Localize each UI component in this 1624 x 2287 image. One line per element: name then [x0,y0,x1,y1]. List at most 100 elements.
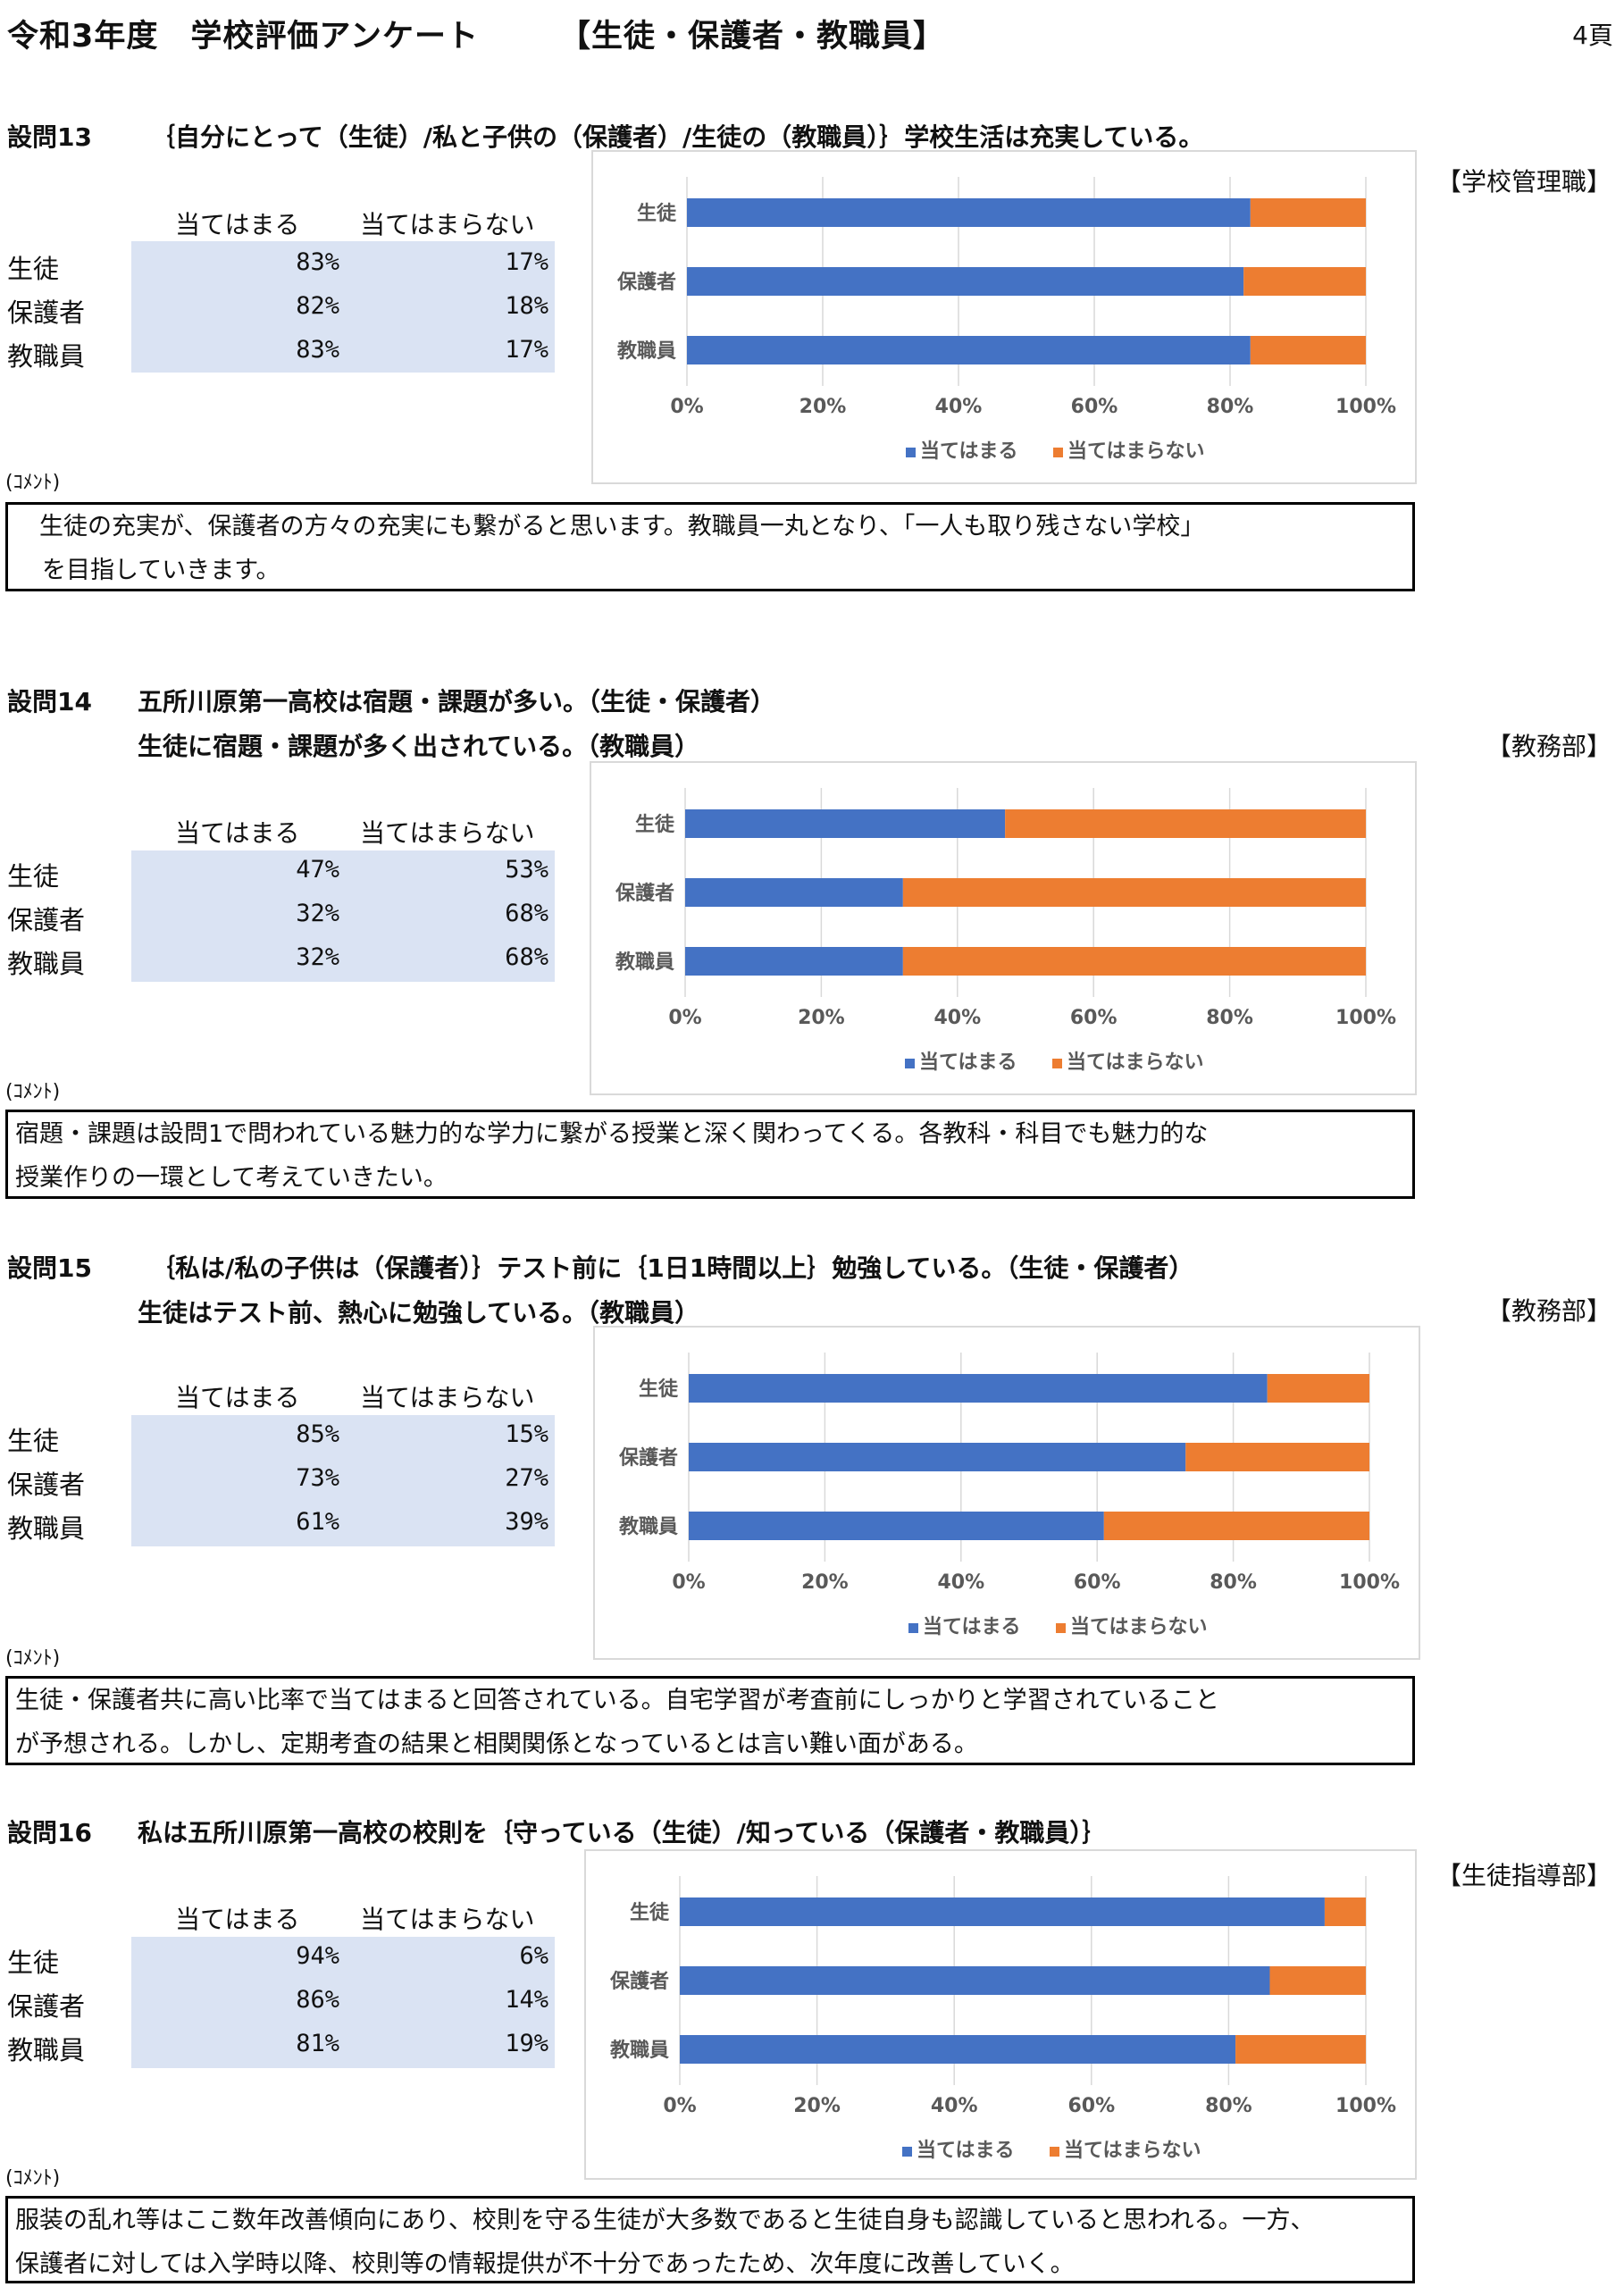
x-tick-label: 60% [1071,396,1118,418]
question-text: 生徒はテスト前、熱心に勉強している。（教職員） [138,1298,700,1328]
bar-yes [689,1512,1104,1540]
x-tick-label: 0% [663,2095,696,2117]
yes-value: 32% [296,900,339,927]
row-label: 生徒 [7,861,60,892]
x-tick-label: 60% [1067,2095,1115,2117]
bar-chart-q15: 0% 20% 40% 60% 80% 100% 生徒 保護者 教職員 当てはまる 当てはまらない [593,1326,1420,1660]
table-row: 保護者 73% 27% [0,1459,563,1503]
question-text: 五所川原第一高校は宿題・課題が多い。（生徒・保護者） [138,687,776,716]
table-row: 生徒 94% 6% [0,1937,563,1981]
table-header-yes: 当てはまる [175,1383,300,1412]
x-tick-label: 100% [1339,1571,1400,1594]
table-header-no: 当てはまらない [360,210,535,239]
row-label: 教職員 [7,949,86,979]
no-value: 68% [505,900,548,927]
yes-value: 83% [296,336,339,364]
x-tick-label: 40% [933,1007,981,1029]
yes-value: 47% [296,856,339,884]
legend-swatch-yes [902,2147,912,2157]
table-row: 生徒 83% 17% [0,243,563,287]
department-label: 【教務部】 [1486,732,1611,761]
x-tick-label: 100% [1335,2095,1396,2117]
table-header-yes: 当てはまる [175,210,300,239]
legend-label-yes: 当てはまる [917,2140,1015,2162]
x-tick-label: 80% [1205,2095,1252,2117]
table-header-no: 当てはまらない [360,1905,535,1934]
comment-label: (ｺﾒﾝﾄ) [5,1647,61,1670]
table-header-yes: 当てはまる [175,818,300,848]
x-tick-label: 20% [799,396,847,418]
bar-no [1103,1512,1369,1540]
yes-value: 85% [296,1420,339,1448]
bar-yes [687,267,1244,296]
comment-box: 生徒・保護者共に高い比率で当てはまると回答されている。自宅学習が考査前にしっかり… [5,1676,1415,1765]
question-id: 設問13 [7,122,92,152]
bar-yes [685,878,903,907]
x-tick-label: 0% [668,1007,701,1029]
x-tick-label: 20% [793,2095,841,2117]
comment-box: 生徒の充実が、保護者の方々の充実にも繋がると思います。教職員一丸となり、「一人も… [5,502,1415,591]
row-label: 生徒 [7,1948,60,1978]
legend-swatch-no [1050,2147,1059,2157]
x-tick-label: 80% [1210,1571,1257,1594]
page-title-right: 【生徒・保護者・教職員】 [558,19,945,54]
page-title: 令和3年度 学校評価アンケート 【生徒・保護者・教職員】 [7,11,945,56]
yes-value: 82% [296,292,339,320]
row-label: 保護者 [7,1470,86,1500]
comment-line: 授業作りの一環として考えていきたい。 [15,1164,448,1192]
legend-label-yes: 当てはまる [920,440,1018,463]
bar-yes [685,947,903,976]
no-value: 19% [505,2030,548,2057]
comment-line: 保護者に対しては入学時以降、校則等の情報提供が不十分であったため、次年度に改善し… [15,2250,1075,2278]
comment-line: を目指していきます。 [42,557,280,584]
y-category-label: 教職員 [617,339,676,363]
x-tick-label: 40% [931,2095,978,2117]
legend-label-no: 当てはまらない [1070,1616,1208,1638]
department-label: 【生徒指導部】 [1436,1861,1611,1890]
comment-line: 宿題・課題は設問1で問われている魅力的な学力に繋がる授業と深く関わってくる。各教… [15,1120,1209,1148]
row-label: 保護者 [7,905,86,935]
comment-line: 生徒・保護者共に高い比率で当てはまると回答されている。自宅学習が考査前にしっかり… [15,1687,1219,1714]
table-background [131,1415,555,1546]
yes-value: 81% [296,2030,339,2057]
y-category-label: 保護者 [609,1970,669,1993]
bar-no [902,878,1366,907]
bar-no [1250,336,1366,364]
y-category-label: 生徒 [637,202,677,225]
table-row: 教職員 81% 19% [0,2024,563,2068]
bar-no [1267,1374,1369,1403]
yes-value: 94% [296,1942,339,1970]
x-tick-label: 0% [670,396,703,418]
y-category-label: 生徒 [630,1901,670,1924]
x-tick-label: 0% [672,1571,705,1594]
yes-value: 73% [296,1464,339,1492]
table-row: 保護者 86% 14% [0,1981,563,2024]
bar-yes [687,198,1251,227]
bar-no [1250,198,1366,227]
comment-line: 服装の乱れ等はここ数年改善傾向にあり、校則を守る生徒が大多数であると生徒自身も認… [15,2207,1315,2234]
table-background [131,241,555,373]
table-row: 保護者 82% 18% [0,287,563,331]
x-tick-label: 40% [935,396,983,418]
legend-swatch-yes [905,1059,915,1068]
bar-no [1269,1966,1366,1995]
legend-label-yes: 当てはまる [919,1051,1017,1074]
bar-no [1005,809,1366,838]
comment-line: 生徒の充実が、保護者の方々の充実にも繋がると思います。教職員一丸となり、「一人も… [15,513,1205,540]
x-tick-label: 20% [798,1007,845,1029]
bar-no [1235,2035,1366,2064]
y-category-label: 教職員 [610,2039,669,2062]
department-label: 【学校管理職】 [1436,167,1611,197]
row-label: 生徒 [7,1426,60,1456]
table-row: 教職員 61% 39% [0,1503,563,1546]
table-header-no: 当てはまらない [360,1383,535,1412]
x-tick-label: 60% [1074,1571,1121,1594]
yes-value: 86% [296,1986,339,2014]
table-header-yes: 当てはまる [175,1905,300,1934]
bar-yes [689,1443,1186,1471]
no-value: 53% [505,856,548,884]
y-category-label: 生徒 [635,813,675,836]
no-value: 15% [505,1420,548,1448]
table-row: 保護者 32% 68% [0,894,563,938]
